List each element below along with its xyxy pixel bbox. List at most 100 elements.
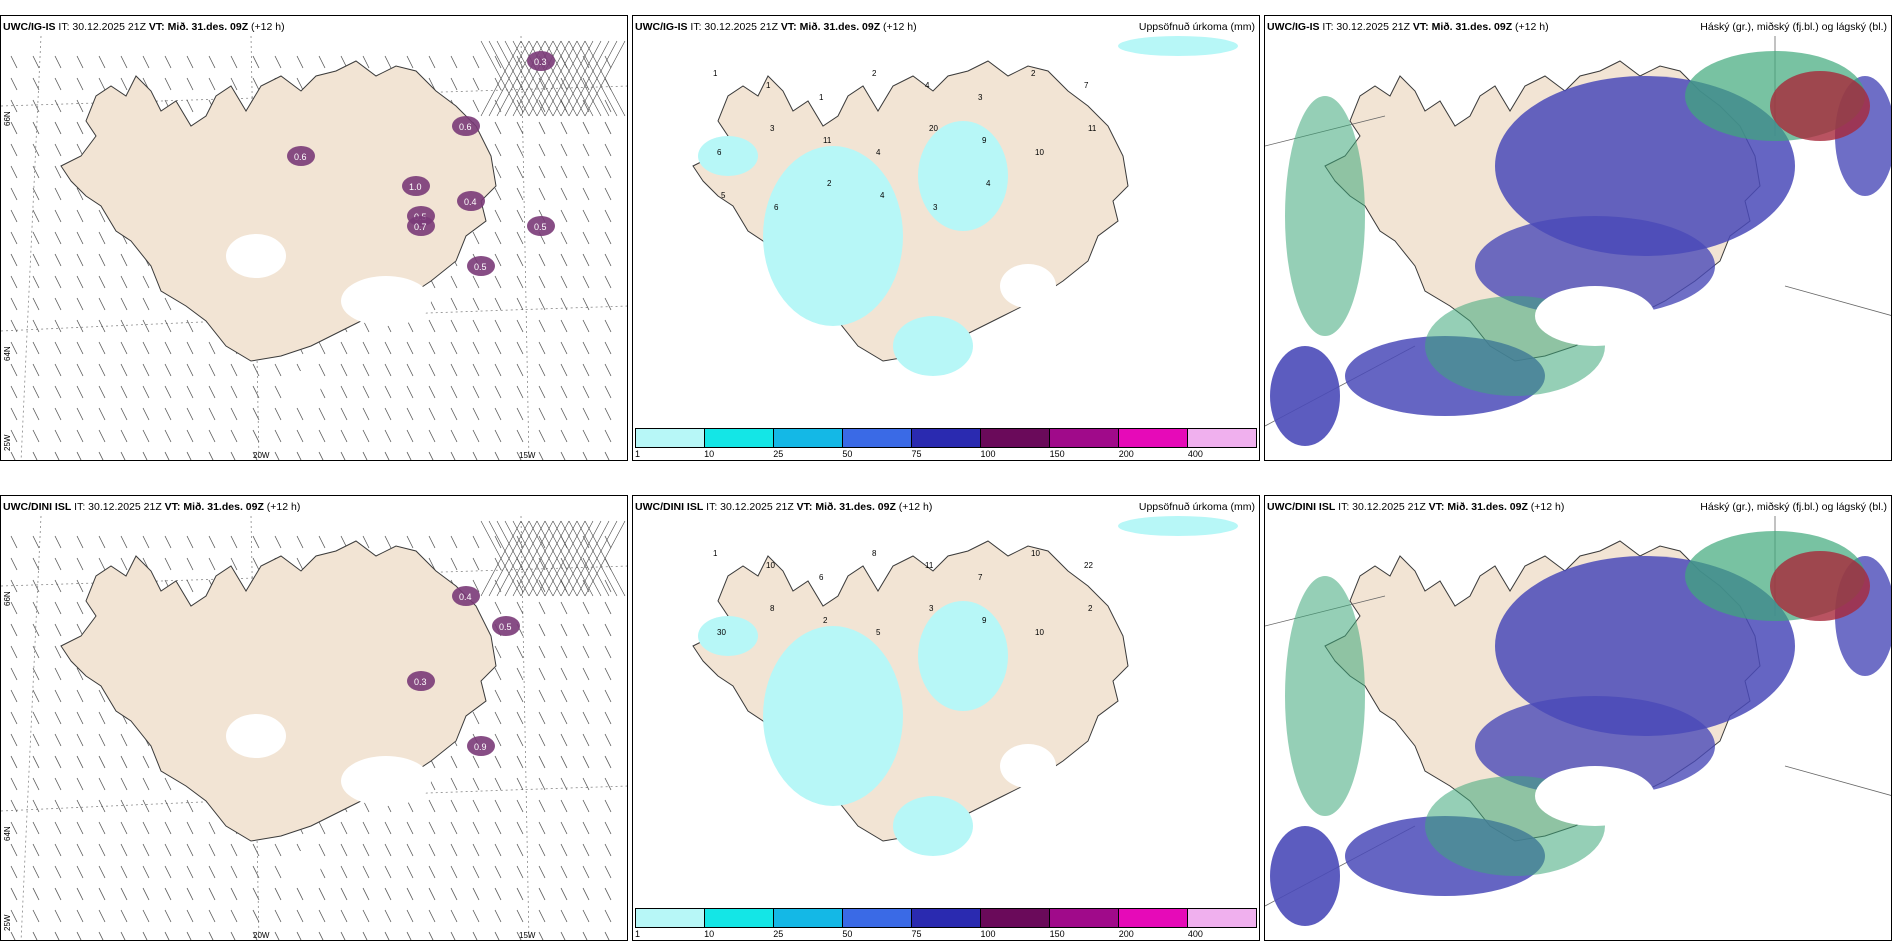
wind-barb [384,843,392,857]
wind-barb [538,667,546,681]
precip-value-label: 20 [929,124,938,133]
precip-spot-label: 0.4 [464,197,477,207]
legend-swatch [705,909,774,927]
wind-barb [494,275,502,289]
wind-barb [516,689,524,703]
legend-swatches [635,428,1257,448]
wind-barb [54,711,62,725]
wind-barb [560,645,568,659]
wind-barb [54,55,62,69]
wind-barb [604,99,612,113]
wind-barb [538,385,546,399]
wind-barb [230,407,238,421]
wind-barb [10,55,18,69]
wind-barb [98,77,106,91]
wind-barb [516,429,524,443]
wind-barb [10,535,18,549]
wind-barb [208,451,214,460]
wind-barb [604,165,612,179]
wind-barb [428,909,436,923]
wind-barb [450,909,458,923]
wind-barb [582,799,590,813]
legend-swatch [912,909,981,927]
wind-barb [186,55,194,69]
wind-barb [406,887,414,901]
wind-barb [164,341,172,355]
wind-barb [340,363,348,377]
wind-barb [538,909,546,923]
wind-barb [32,777,40,791]
wind-barb [186,99,194,113]
wind-barb [560,451,566,460]
wind-barb [538,407,546,421]
wind-barb [98,535,106,549]
wind-barb [120,319,128,333]
wind-barb [54,623,62,637]
wind-barb [450,363,458,377]
wind-barb [98,557,106,571]
wind-barb [76,231,84,245]
wind-barb [252,77,260,91]
panel-wind-precip-igis: UWC/IG-IS IT: 30.12.2025 21Z VT: Mið. 31… [0,15,628,461]
wind-barb [472,799,480,813]
wind-barb [274,843,282,857]
wind-barb [318,341,326,355]
grid-line [1784,765,1891,796]
cloud-mid [1270,346,1340,446]
wind-barb [10,231,18,245]
legend-tick: 400 [1187,449,1203,459]
wind-barb [32,535,40,549]
wind-barb [472,909,480,923]
wind-barb [538,645,546,659]
wind-barb [318,887,326,901]
wind-barb [76,319,84,333]
legend-swatch [705,429,774,447]
wind-barb [428,319,436,333]
legend-swatch [843,909,912,927]
precip-area [698,616,758,656]
legend-swatch [1119,909,1188,927]
lon-label: 25W [3,914,12,931]
wind-barb [230,451,236,460]
wind-barb [120,557,128,571]
wind-barb [450,843,458,857]
wind-barb [472,755,480,769]
wind-barb [98,253,106,267]
wind-barb [120,385,128,399]
wind-barb [494,319,502,333]
wind-barb [142,931,148,940]
precip-value-label: 4 [876,148,881,157]
wind-barb [604,711,612,725]
wind-barb [230,887,238,901]
wind-barb [76,931,82,940]
wind-barb [472,557,480,571]
wind-barb [604,821,612,835]
lon-label: 15W [519,931,536,940]
wind-barb [10,407,18,421]
wind-barb [120,777,128,791]
panel-precip-dini: UWC/DINI ISL IT: 30.12.2025 21Z VT: Mið.… [632,495,1260,941]
wind-barb [516,99,524,113]
wind-barb [516,821,524,835]
wind-barb [32,667,40,681]
wind-barb [32,931,38,940]
wind-barb [296,77,304,91]
wind-barb [494,341,502,355]
lat-label: 64N [3,826,12,841]
panel-title: UWC/IG-IS IT: 30.12.2025 21Z VT: Mið. 31… [3,21,285,33]
legend-tick: 100 [980,929,996,939]
legend-swatch [843,429,912,447]
precip-legend: 1 10 25 50 75 100 150 200 400 [635,908,1257,939]
wind-barb [142,909,150,923]
wind-barb [516,165,524,179]
wind-barb [604,429,612,443]
wind-barb [340,429,348,443]
wind-barb [516,799,524,813]
wind-barb [142,777,150,791]
wind-barb [604,253,612,267]
wind-barb [582,667,590,681]
wind-barb [472,297,480,311]
wind-barb [208,843,216,857]
wind-map: 0.30.61.00.50.40.70.50.60.5 [1,35,627,460]
wind-barb [582,843,590,857]
